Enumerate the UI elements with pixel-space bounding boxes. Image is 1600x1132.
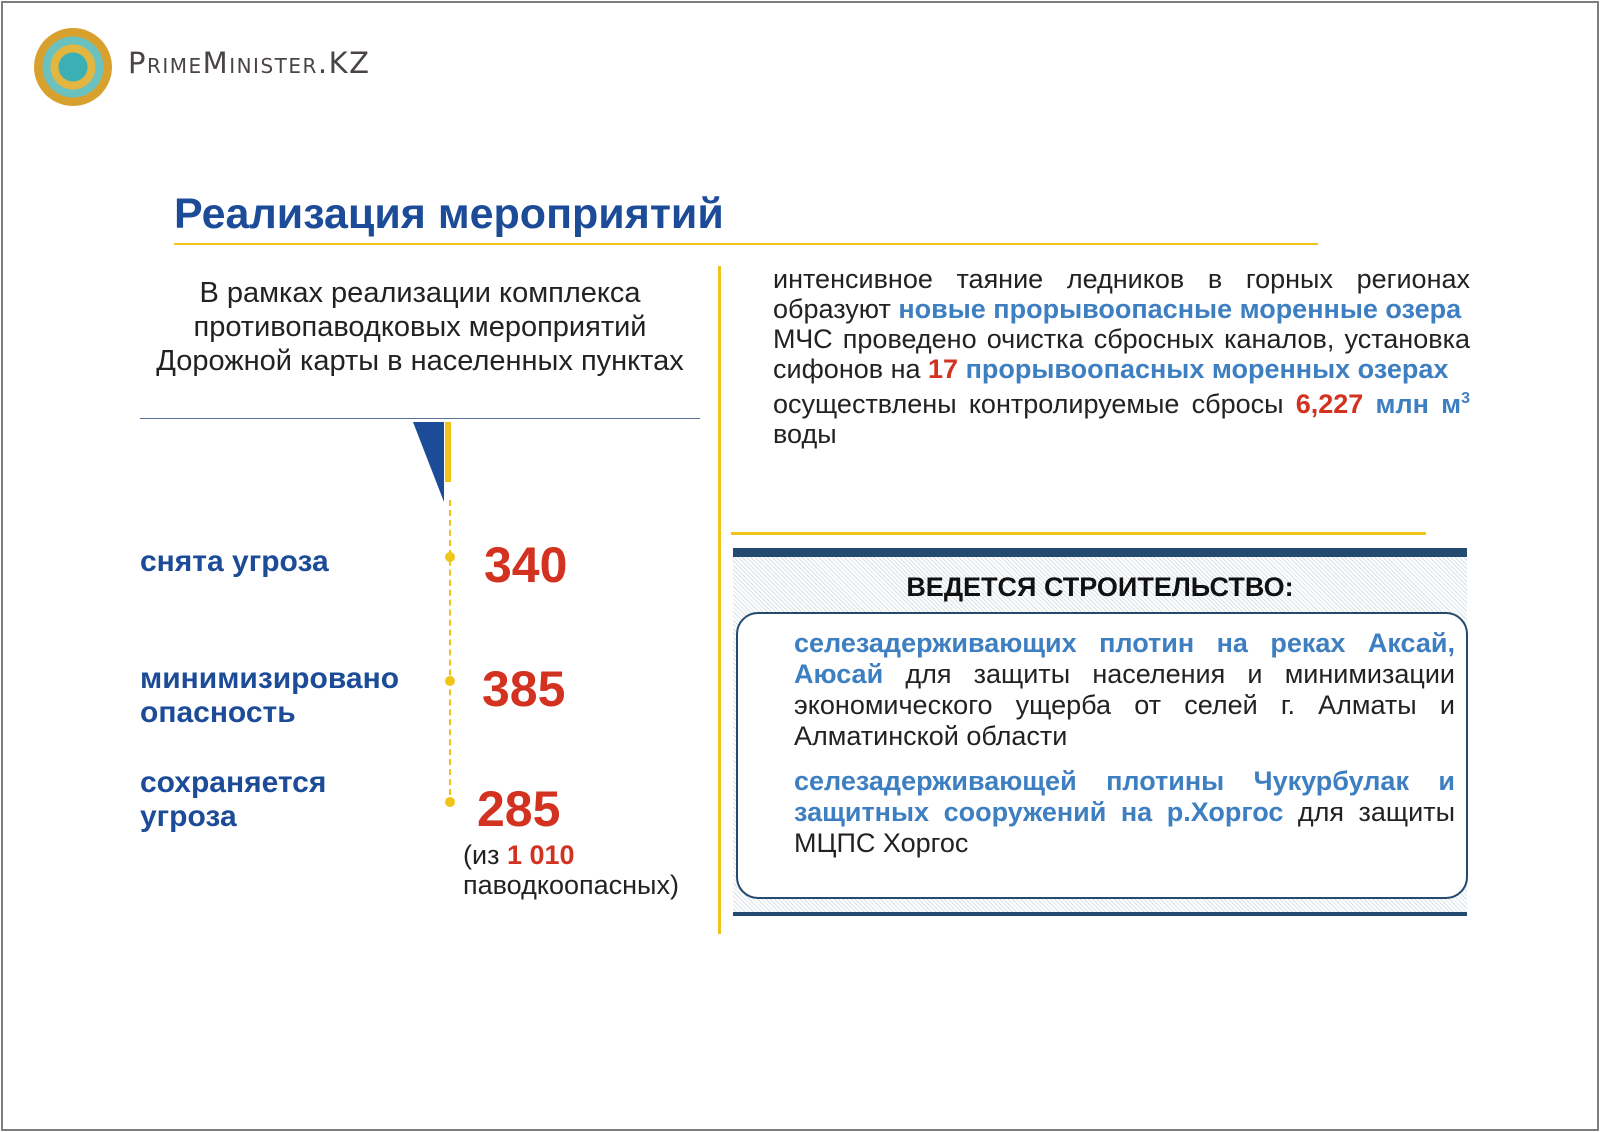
- stat-value-removed: 340: [484, 537, 568, 593]
- right-text: интенсивное таяние ледников в горных рег…: [773, 264, 1470, 449]
- kazakhstan-emblem-icon: [34, 28, 112, 106]
- intro-text: В рамках реализации комплекса противопав…: [156, 277, 684, 377]
- timeline-dot: [445, 676, 455, 686]
- construction-card: [736, 612, 1468, 899]
- construction-list: селезадерживающих плотин на реках Аксай,…: [794, 628, 1455, 859]
- page-title: Реализация мероприятий: [174, 190, 724, 238]
- stat-value-minimized: 385: [482, 661, 566, 717]
- lakes-count: 17: [928, 354, 959, 384]
- intro-divider: [140, 418, 700, 419]
- construction-item: селезадерживающей плотины Чукурбулак и з…: [794, 766, 1455, 859]
- para-mchs: МЧС проведено очистка сбросных каналов, …: [773, 324, 1470, 384]
- timeline-dot: [445, 797, 455, 807]
- stat-label-minimized: минимизировано опасность: [140, 662, 400, 729]
- text: воды: [773, 419, 837, 449]
- discharge-volume: 6,227: [1295, 389, 1364, 419]
- text: для защиты МЦПС Хоргос: [794, 797, 1455, 858]
- vertical-divider: [718, 266, 721, 934]
- note-prefix: (из: [463, 840, 507, 870]
- highlight: прорывоопасных моренных озерах: [958, 354, 1449, 384]
- text: осуществлены контролируемые сбросы: [773, 389, 1296, 419]
- note-total: 1 010: [506, 840, 575, 870]
- text: интенсивное таяние ледников в горных рег…: [773, 264, 1470, 324]
- construction-heading: ВЕДЕТСЯ СТРОИТЕЛЬСТВО:: [906, 572, 1294, 602]
- highlight: селезадерживающих плотин на реках Аксай,…: [794, 628, 1455, 689]
- text: для защиты населения и минимизации эконо…: [794, 659, 1455, 751]
- stat-label-remaining: сохраняется угроза: [140, 766, 327, 833]
- total-note: (из 1 010 паводкоопасных): [463, 840, 679, 900]
- timeline-dot: [445, 552, 455, 562]
- stat-value-remaining: 285: [477, 781, 561, 837]
- right-divider: [731, 532, 1426, 535]
- unit-exponent: 3: [1461, 390, 1470, 407]
- pointer-triangle: [413, 422, 451, 502]
- highlight: новые прорывоопасные моренные озера: [898, 294, 1462, 324]
- construction-item: селезадерживающих плотин на реках Аксай,…: [794, 628, 1455, 752]
- highlight: селезадерживающей плотины Чукурбулак и з…: [794, 766, 1455, 827]
- note-suffix: паводкоопасных): [463, 870, 679, 900]
- timeline-dashed-line: [449, 500, 451, 805]
- para-glaciers: интенсивное таяние ледников в горных рег…: [773, 264, 1470, 324]
- stat-label-removed: снята угроза: [140, 545, 329, 578]
- unit: млн м: [1363, 389, 1462, 419]
- title-underline: [174, 243, 1318, 245]
- text: МЧС проведено очистка сбросных каналов, …: [773, 324, 1470, 384]
- brand-name: PrimeMinister.KZ: [128, 46, 371, 80]
- para-discharge: осуществлены контролируемые сбросы 6,227…: [773, 384, 1470, 449]
